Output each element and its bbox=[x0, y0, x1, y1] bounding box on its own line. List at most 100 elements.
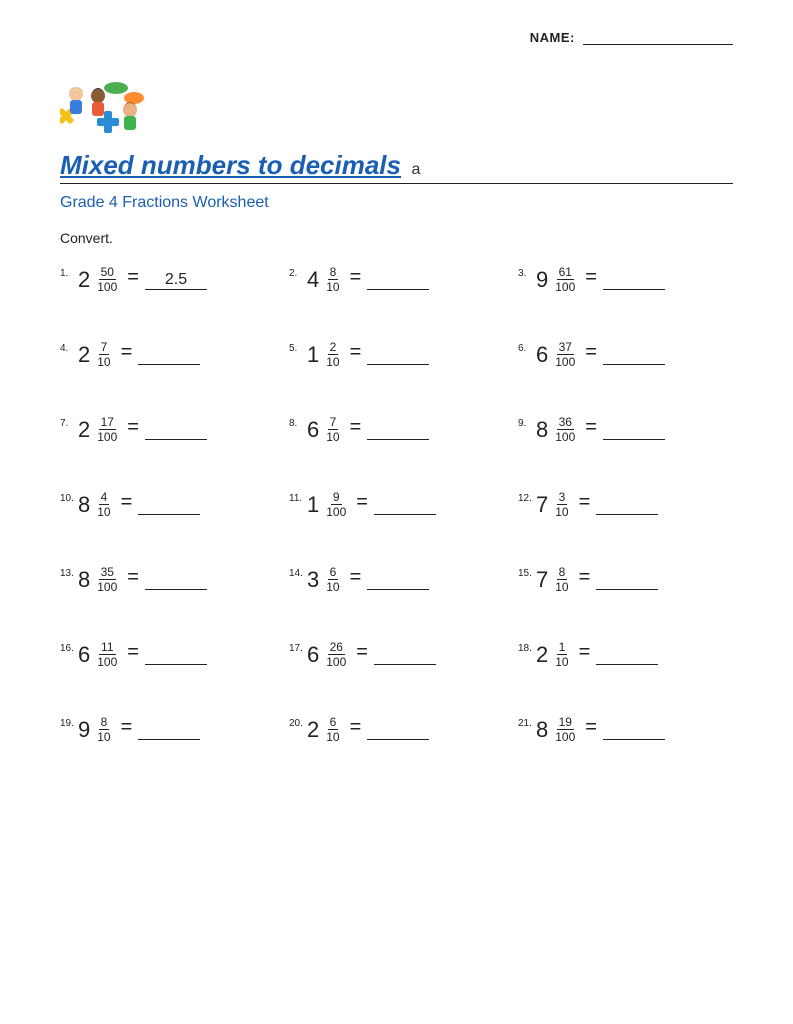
problem-number: 12. bbox=[518, 491, 536, 504]
problem-number: 20. bbox=[289, 716, 307, 729]
denominator: 100 bbox=[553, 355, 577, 368]
whole-part: 1 bbox=[307, 342, 319, 368]
answer-blank[interactable] bbox=[603, 420, 665, 440]
numerator: 11 bbox=[99, 641, 115, 655]
answer-blank[interactable] bbox=[367, 420, 429, 440]
equals-sign: = bbox=[585, 266, 597, 289]
fraction-part: 11100 bbox=[95, 641, 119, 668]
answer-blank[interactable] bbox=[603, 345, 665, 365]
problem-cell: 1.250100=2.5 bbox=[60, 266, 275, 293]
problem-number: 1. bbox=[60, 266, 78, 279]
fraction-part: 61100 bbox=[553, 266, 577, 293]
equals-sign: = bbox=[585, 416, 597, 439]
answer-blank[interactable] bbox=[138, 720, 200, 740]
name-label: NAME: bbox=[530, 30, 575, 45]
problem-cell: 17.626100= bbox=[289, 641, 504, 668]
numerator: 7 bbox=[328, 416, 339, 430]
whole-part: 6 bbox=[536, 342, 548, 368]
problem-cell: 7.217100= bbox=[60, 416, 275, 443]
mixed-number: 8 19100 bbox=[536, 716, 577, 743]
denominator: 100 bbox=[324, 505, 348, 518]
answer-blank[interactable] bbox=[596, 645, 658, 665]
denominator: 100 bbox=[324, 655, 348, 668]
denominator: 10 bbox=[95, 730, 112, 743]
title-row: Mixed numbers to decimals a bbox=[60, 150, 733, 184]
whole-part: 8 bbox=[536, 717, 548, 743]
answer-blank[interactable] bbox=[596, 570, 658, 590]
problem-cell: 14.3 610 = bbox=[289, 566, 504, 593]
problem-cell: 4.2710= bbox=[60, 341, 275, 368]
problem-cell: 11.19100= bbox=[289, 491, 504, 518]
equals-sign: = bbox=[121, 491, 133, 514]
answer-blank[interactable] bbox=[603, 270, 665, 290]
numerator: 6 bbox=[328, 716, 339, 730]
answer-blank[interactable] bbox=[145, 645, 207, 665]
mixed-number: 961100 bbox=[536, 266, 577, 293]
denominator: 10 bbox=[95, 355, 112, 368]
denominator: 100 bbox=[95, 655, 119, 668]
problem-number: 2. bbox=[289, 266, 307, 279]
name-field: NAME: bbox=[530, 30, 733, 45]
answer-blank[interactable]: 2.5 bbox=[145, 270, 207, 290]
equals-sign: = bbox=[350, 566, 362, 589]
answer-blank[interactable] bbox=[367, 270, 429, 290]
whole-part: 8 bbox=[78, 567, 90, 593]
whole-part: 8 bbox=[78, 492, 90, 518]
numerator: 8 bbox=[557, 566, 568, 580]
numerator: 9 bbox=[331, 491, 342, 505]
fraction-part: 810 bbox=[324, 266, 341, 293]
problem-number: 19. bbox=[60, 716, 78, 729]
denominator: 100 bbox=[95, 430, 119, 443]
denominator: 10 bbox=[95, 505, 112, 518]
mixed-number: 2110 bbox=[536, 641, 571, 668]
answer-blank[interactable] bbox=[367, 345, 429, 365]
denominator: 10 bbox=[553, 580, 570, 593]
numerator: 50 bbox=[99, 266, 116, 280]
problem-cell: 3.961100= bbox=[518, 266, 733, 293]
logo-kids-math bbox=[60, 80, 150, 140]
numerator: 35 bbox=[99, 566, 116, 580]
equals-sign: = bbox=[350, 266, 362, 289]
mixed-number: 836100 bbox=[536, 416, 577, 443]
answer-blank[interactable] bbox=[138, 495, 200, 515]
answer-blank[interactable] bbox=[138, 345, 200, 365]
mixed-number: 4810 bbox=[307, 266, 342, 293]
problem-cell: 20.2610= bbox=[289, 716, 504, 743]
mixed-number: 8410 bbox=[78, 491, 113, 518]
answer-blank[interactable] bbox=[374, 645, 436, 665]
problems-grid: 1.250100=2.52.4810=3.961100=4.2710=5.121… bbox=[60, 266, 733, 743]
numerator: 6 bbox=[328, 566, 339, 580]
problem-number: 18. bbox=[518, 641, 536, 654]
fraction-part: 810 bbox=[95, 716, 112, 743]
answer-blank[interactable] bbox=[367, 720, 429, 740]
instruction-text: Convert. bbox=[60, 230, 733, 246]
fraction-part: 35100 bbox=[95, 566, 119, 593]
problem-number: 11. bbox=[289, 491, 307, 504]
fraction-part: 610 bbox=[324, 566, 341, 593]
problem-cell: 18.2110= bbox=[518, 641, 733, 668]
numerator: 37 bbox=[557, 341, 574, 355]
answer-blank[interactable] bbox=[145, 420, 207, 440]
whole-part: 2 bbox=[78, 417, 90, 443]
answer-blank[interactable] bbox=[603, 720, 665, 740]
mixed-number: 1210 bbox=[307, 341, 342, 368]
equals-sign: = bbox=[585, 341, 597, 364]
whole-part: 3 bbox=[307, 567, 319, 593]
denominator: 100 bbox=[553, 730, 577, 743]
problem-number: 7. bbox=[60, 416, 78, 429]
answer-blank[interactable] bbox=[596, 495, 658, 515]
problem-number: 14. bbox=[289, 566, 307, 579]
fraction-part: 710 bbox=[95, 341, 112, 368]
numerator: 7 bbox=[99, 341, 110, 355]
answer-blank[interactable] bbox=[145, 570, 207, 590]
numerator: 19 bbox=[557, 716, 574, 730]
whole-part: 2 bbox=[78, 342, 90, 368]
whole-part: 9 bbox=[78, 717, 90, 743]
equals-sign: = bbox=[127, 416, 139, 439]
name-blank-line[interactable] bbox=[583, 44, 733, 45]
answer-blank[interactable] bbox=[367, 570, 429, 590]
equals-sign: = bbox=[356, 491, 368, 514]
equals-sign: = bbox=[350, 716, 362, 739]
answer-blank[interactable] bbox=[374, 495, 436, 515]
mixed-number: 626100 bbox=[307, 641, 348, 668]
